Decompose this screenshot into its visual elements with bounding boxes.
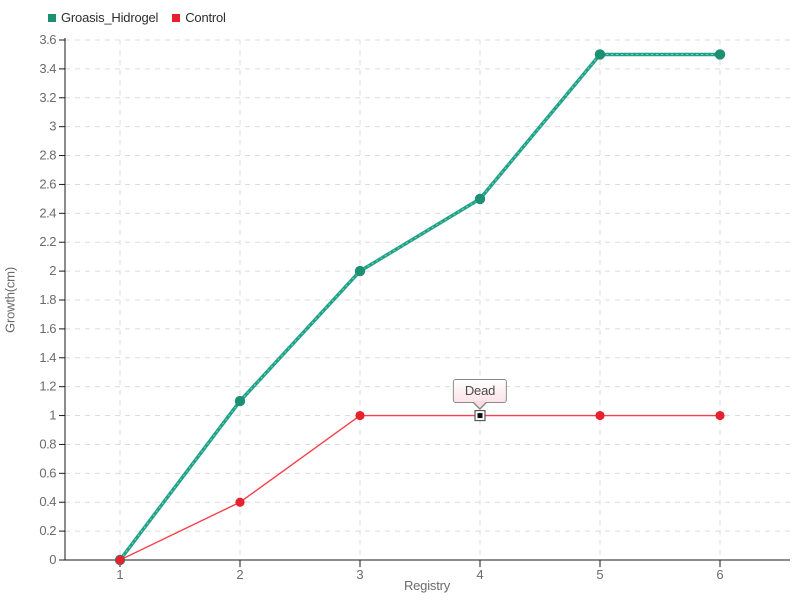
x-tick-label: 3 [356,567,363,582]
y-tick-label: 0.2 [39,523,56,538]
y-tick-label: 0.8 [39,436,56,451]
x-tick-label: 6 [716,567,723,582]
data-point-groasis_hidrogel[interactable] [474,193,486,205]
y-tick-label: 1.4 [39,350,56,365]
x-tick-label: 1 [116,567,123,582]
data-point-control[interactable] [355,410,365,421]
legend-item-control[interactable]: Control [172,10,226,25]
y-tick-label: 3.2 [39,90,56,105]
y-tick-label: 1.8 [39,292,56,307]
data-point-groasis_hidrogel[interactable] [594,49,606,60]
y-tick-label: 2.2 [39,234,56,249]
x-axis-title: Registry [403,578,451,593]
y-tick-label: 2 [49,263,56,278]
series-line-groasis_hidrogel [118,52,720,562]
y-tick-label: 0.6 [39,465,56,480]
data-point-groasis_hidrogel[interactable] [714,49,726,60]
y-tick-label: 3 [49,119,56,134]
data-point-control[interactable] [235,497,245,507]
y-tick-label: 2.4 [39,205,56,220]
tooltip-dead: Dead [452,378,508,403]
x-tick-label: 5 [596,567,603,582]
data-point-groasis_hidrogel[interactable] [234,395,246,407]
y-tick-label: 1.6 [39,321,56,336]
data-point-groasis_hidrogel[interactable] [354,265,366,277]
x-tick-label: 2 [236,567,243,582]
selected-point-core [477,413,483,419]
tooltip-text: Dead [464,382,496,398]
series-line-control [119,414,720,561]
y-tick-label: 2.8 [39,148,56,163]
legend-item-groasis-hidrogel[interactable]: Groasis_Hidrogel [48,10,158,25]
data-point-control[interactable] [595,410,605,421]
y-tick-label: 1.2 [39,379,56,394]
y-tick-label: 3.6 [39,32,56,47]
legend-swatch-icon [48,13,56,22]
y-tick-label: 0.4 [39,494,56,509]
x-tick-label: 4 [476,567,483,582]
y-tick-label: 2.6 [39,176,56,191]
data-point-control[interactable] [115,555,125,565]
series-line-highlight [119,53,720,561]
y-tick-label: 3.4 [39,61,56,76]
legend-label: Control [185,10,226,25]
data-point-control[interactable] [715,410,725,421]
legend-swatch-icon [172,13,181,22]
y-axis-title: Growth(cm) [2,267,18,333]
y-tick-label: 0 [49,552,56,567]
legend: Groasis_Hidrogel Control [48,10,226,25]
legend-label: Groasis_Hidrogel [61,10,159,25]
y-tick-label: 1 [49,408,56,423]
